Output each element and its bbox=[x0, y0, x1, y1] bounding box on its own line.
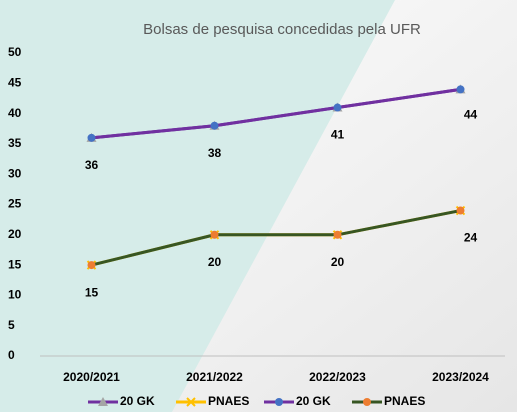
legend-marker bbox=[98, 397, 108, 406]
x-tick-label: 2020/2021 bbox=[63, 370, 120, 384]
data-label: 41 bbox=[331, 128, 345, 142]
y-tick-label: 50 bbox=[8, 45, 22, 59]
data-label: 36 bbox=[85, 158, 99, 172]
data-label: 20 bbox=[208, 255, 222, 269]
data-point bbox=[87, 133, 96, 142]
y-tick-label: 45 bbox=[8, 75, 22, 89]
y-tick-label: 35 bbox=[8, 136, 22, 150]
data-label: 38 bbox=[208, 146, 222, 160]
legend-label: 20 GK bbox=[296, 394, 331, 408]
data-label: 15 bbox=[85, 285, 99, 299]
legend-label: PNAES bbox=[384, 394, 425, 408]
legend-marker bbox=[275, 398, 283, 406]
background-band bbox=[0, 0, 395, 412]
legend-marker bbox=[363, 398, 371, 406]
x-tick-label: 2022/2023 bbox=[309, 370, 366, 384]
y-tick-label: 10 bbox=[8, 288, 22, 302]
data-point bbox=[333, 103, 342, 112]
data-point bbox=[210, 121, 219, 130]
data-label: 20 bbox=[331, 255, 345, 269]
x-tick-label: 2021/2022 bbox=[186, 370, 243, 384]
chart-title: Bolsas de pesquisa concedidas pela UFR bbox=[143, 21, 421, 38]
legend-label: PNAES bbox=[208, 394, 249, 408]
data-label: 44 bbox=[464, 108, 478, 122]
y-tick-label: 5 bbox=[8, 318, 15, 332]
data-point bbox=[333, 230, 342, 239]
x-tick-label: 2023/2024 bbox=[432, 370, 489, 384]
data-label: 24 bbox=[464, 231, 478, 245]
data-point bbox=[210, 230, 219, 239]
y-tick-label: 30 bbox=[8, 166, 22, 180]
y-tick-label: 25 bbox=[8, 197, 22, 211]
y-tick-label: 20 bbox=[8, 227, 22, 241]
y-tick-label: 15 bbox=[8, 257, 22, 271]
data-point bbox=[87, 261, 96, 270]
series-line bbox=[91, 87, 461, 140]
y-tick-label: 0 bbox=[8, 348, 15, 362]
legend-marker bbox=[186, 397, 196, 407]
legend-label: 20 GK bbox=[120, 394, 155, 408]
y-tick-label: 40 bbox=[8, 106, 22, 120]
data-point bbox=[456, 206, 465, 215]
data-point bbox=[456, 85, 465, 94]
series-line bbox=[91, 209, 461, 267]
